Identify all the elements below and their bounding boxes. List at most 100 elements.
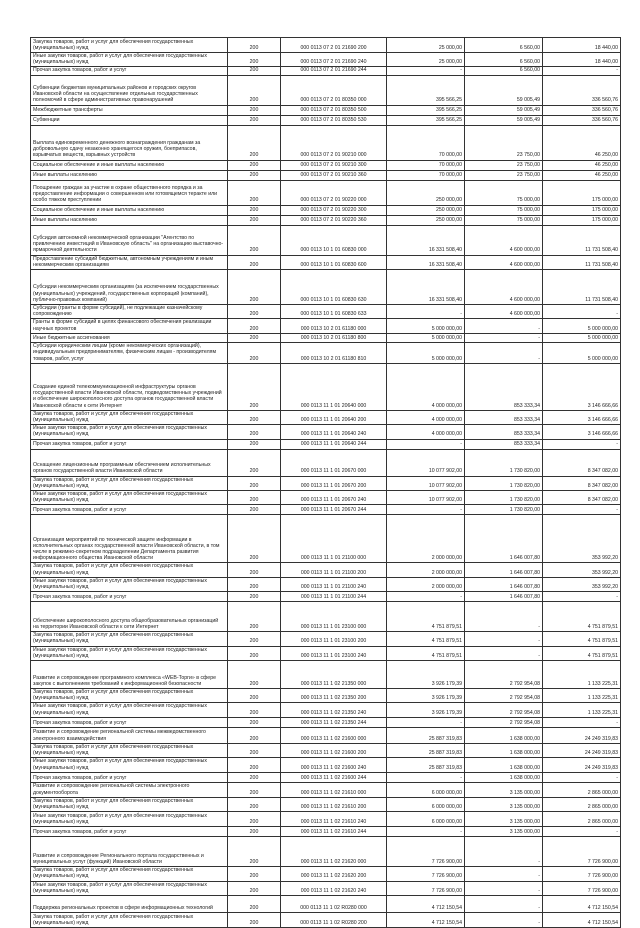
table-row: Иные выплаты населению 200 000 0113 07 2 0…: [30, 169, 621, 181]
row-approved-amount: 70 000,00: [386, 169, 465, 181]
row-executed-amount: 853 333,34: [464, 362, 543, 411]
row-classification-code: 000 0113 11 1 02 21350 000: [280, 660, 387, 690]
row-line-code: 200: [227, 224, 281, 256]
row-classification-code: 000 0113 07 2 01 90220 300: [280, 204, 387, 216]
row-line-code: 200: [227, 490, 281, 506]
row-description: Закупка товаров, работ и услуг для обесп…: [30, 688, 228, 704]
row-classification-code: 000 0113 11 1 02 21600 244: [280, 771, 387, 783]
row-classification-code: 000 0113 07 2 01 21690 240: [280, 51, 387, 68]
row-unexecuted-amount: 7 726 900,00: [542, 836, 621, 868]
row-line-code: 200: [227, 37, 281, 53]
table-row: Прочая закупка товаров, работ и услуг 200…: [30, 771, 621, 783]
row-approved-amount: 395 566,25: [386, 114, 465, 126]
row-unexecuted-amount: 336 560,76: [542, 114, 621, 126]
row-approved-amount: 2 000 000,00: [386, 576, 465, 593]
row-executed-amount: 2 792 954,08: [464, 702, 543, 718]
row-line-code: 200: [227, 51, 281, 68]
row-approved-amount: 250 000,00: [386, 179, 465, 206]
row-executed-amount: 1 638 000,00: [464, 726, 543, 744]
row-classification-code: 000 0113 11 1 02 21600 240: [280, 757, 387, 773]
row-line-code: 200: [227, 318, 281, 334]
table-row: Субсидии (гранты в форме субсидий), не п…: [30, 304, 621, 320]
row-unexecuted-amount: -: [542, 716, 621, 728]
row-executed-amount: 1 730 820,00: [464, 490, 543, 506]
row-unexecuted-amount: 8 347 082,00: [542, 490, 621, 506]
row-executed-amount: 4 600 000,00: [464, 269, 543, 306]
row-approved-amount: 5 000 000,00: [386, 341, 465, 364]
row-description: Иные закупки товаров, работ и услуг для …: [30, 880, 228, 896]
row-classification-code: 000 0113 11 1 02 21620 200: [280, 866, 387, 882]
table-row: Иные закупки товаров, работ и услуг для …: [30, 645, 621, 662]
row-unexecuted-amount: 3 146 666,66: [542, 409, 621, 426]
row-description: Иные закупки товаров, работ и услуг для …: [30, 645, 228, 662]
table-row: Гранты в форме субсидий в целях финансов…: [30, 318, 621, 334]
table-row: Иные закупки товаров, работ и услуг для …: [30, 51, 621, 68]
row-approved-amount: 5 000 000,00: [386, 318, 465, 334]
row-approved-amount: -: [386, 826, 465, 838]
row-executed-amount: 6 560,00: [464, 37, 543, 53]
row-unexecuted-amount: 24 249 319,83: [542, 742, 621, 759]
row-description: Субсидии (гранты в форме субсидий), не п…: [30, 304, 228, 320]
row-executed-amount: -: [464, 332, 543, 343]
table-row: Прочая закупка товаров, работ и услуг 200…: [30, 66, 621, 76]
row-unexecuted-amount: -: [542, 504, 621, 516]
table-row: Закупка товаров, работ и услуг для обесп…: [30, 475, 621, 492]
row-line-code: 200: [227, 601, 281, 633]
row-line-code: 200: [227, 576, 281, 593]
row-line-code: 200: [227, 269, 281, 306]
row-description: Иные выплаты населению: [30, 214, 228, 226]
row-unexecuted-amount: 2 865 000,00: [542, 811, 621, 828]
row-unexecuted-amount: 8 347 082,00: [542, 475, 621, 492]
table-row: Иные закупки товаров, работ и услуг для …: [30, 811, 621, 828]
row-classification-code: 000 0113 11 1 02 21350 200: [280, 688, 387, 704]
row-executed-amount: 853 333,34: [464, 424, 543, 440]
row-unexecuted-amount: 1 133 225,31: [542, 660, 621, 690]
row-approved-amount: 25 887 319,83: [386, 742, 465, 759]
table-row: Субсидии юридическим лицам (кроме некомм…: [30, 341, 621, 364]
row-unexecuted-amount: 4 751 879,51: [542, 645, 621, 662]
row-approved-amount: 6 000 000,00: [386, 811, 465, 828]
row-description: Оснащение лицензионным программным обесп…: [30, 448, 228, 477]
row-description: Иные закупки товаров, работ и услуг для …: [30, 51, 228, 68]
row-line-code: 200: [227, 726, 281, 744]
row-executed-amount: -: [464, 911, 543, 928]
row-classification-code: 000 0113 10 2 01 61180 810: [280, 341, 387, 364]
row-unexecuted-amount: 18 440,00: [542, 51, 621, 68]
row-description: Организация мероприятий по технической з…: [30, 514, 228, 564]
row-executed-amount: 1 638 000,00: [464, 757, 543, 773]
row-description: Субвенции бюджетам муниципальных районов…: [30, 74, 228, 106]
row-line-code: 200: [227, 660, 281, 690]
row-line-code: 200: [227, 424, 281, 440]
row-unexecuted-amount: 353 992,20: [542, 514, 621, 564]
row-description: Прочая закупка товаров, работ и услуг: [30, 716, 228, 728]
row-unexecuted-amount: -: [542, 304, 621, 320]
row-executed-amount: 4 600 000,00: [464, 304, 543, 320]
table-row: Иные выплаты населению 200 000 0113 07 2 0…: [30, 214, 621, 226]
row-line-code: 200: [227, 475, 281, 492]
table-row: Прочая закупка товаров, работ и услуг 200…: [30, 504, 621, 516]
row-classification-code: 000 0113 11 1 01 20670 000: [280, 448, 387, 477]
row-approved-amount: 4 712 150,54: [386, 911, 465, 928]
row-executed-amount: -: [464, 341, 543, 364]
row-line-code: 200: [227, 811, 281, 828]
table-row: Субсидии некоммерческим организациям (за…: [30, 269, 621, 306]
row-approved-amount: 25 000,00: [386, 37, 465, 53]
row-unexecuted-amount: 175 000,00: [542, 214, 621, 226]
row-description: Закупка товаров, работ и услуг для обесп…: [30, 409, 228, 426]
table-row: Субсидия автономной некоммерческой орган…: [30, 224, 621, 256]
row-classification-code: 000 0113 11 1 01 23100 200: [280, 631, 387, 647]
row-executed-amount: 853 333,34: [464, 409, 543, 426]
table-row: Социальное обеспечение и иные выплаты на…: [30, 204, 621, 216]
row-description: Межбюджетные трансферты: [30, 104, 228, 116]
row-executed-amount: 2 792 954,08: [464, 688, 543, 704]
row-classification-code: 000 0113 10 1 01 60830 000: [280, 224, 387, 256]
table-row: Прочая закупка товаров, работ и услуг 200…: [30, 591, 621, 603]
row-executed-amount: 4 600 000,00: [464, 254, 543, 271]
row-classification-code: 000 0113 10 1 01 60830 630: [280, 269, 387, 306]
row-line-code: 200: [227, 702, 281, 718]
row-approved-amount: 25 000,00: [386, 51, 465, 68]
row-executed-amount: 23 750,00: [464, 169, 543, 181]
row-classification-code: 000 0113 11 1 01 20640 240: [280, 424, 387, 440]
row-approved-amount: 4 000 000,00: [386, 409, 465, 426]
row-approved-amount: 4 751 879,51: [386, 645, 465, 662]
